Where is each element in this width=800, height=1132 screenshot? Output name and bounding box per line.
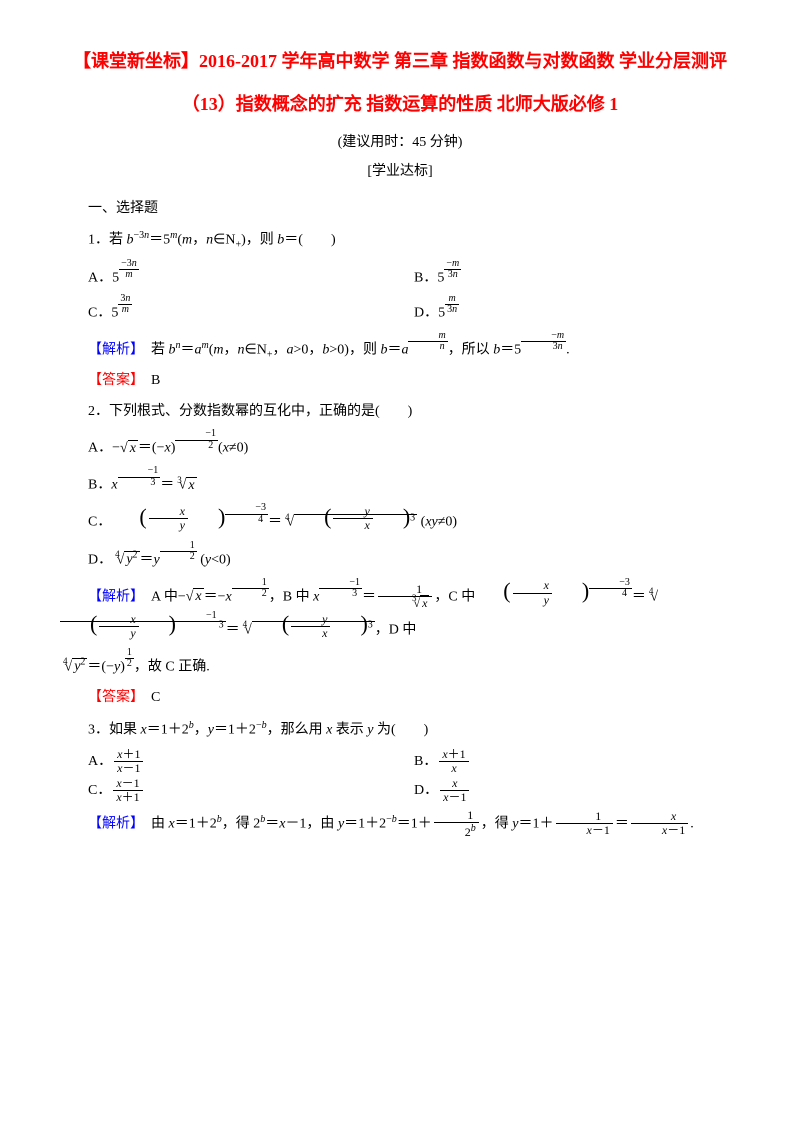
q1-choice-a: A．5−3nm — [88, 259, 414, 292]
q1-answer: 【答案】 B — [60, 368, 740, 395]
q3-choice-a: A．x＋1x－1 — [88, 748, 414, 776]
q2-choice-b: B．x−13＝3√x — [60, 466, 740, 499]
q2-analysis: 【解析】 A 中−√x＝−x12，B 中 x−13＝13√x，C 中(xy)−3… — [60, 578, 740, 644]
q2-choice-c: C．(xy)−34＝4√(yx)3 (xy≠0) — [60, 503, 740, 536]
q3-analysis: 【解析】 由 x＝1＋2b，得 2b＝x－1，由 y＝1＋2−b＝1＋12b，得… — [60, 809, 740, 839]
q3-choice-d: D．xx－1 — [414, 777, 740, 805]
q1-prefix: 1．若 — [88, 233, 127, 248]
q1-analysis: 【解析】 若 bn＝am(m，n∈N+，a>0，b>0)，则 b＝amn，所以 … — [60, 331, 740, 364]
q1-choice-b: B．5−m3n — [414, 259, 740, 292]
q2-answer: 【答案】 C — [60, 685, 740, 712]
q3-choices-row1: A．x＋1x－1 B．x＋1x — [88, 748, 740, 776]
q3-choice-b: B．x＋1x — [414, 748, 740, 776]
q3-stem: 3．如果 x＝1＋2b，y＝1＋2−b，那么用 x 表示 y 为( ) — [60, 716, 740, 744]
q1-stem: 1．若 b−3n＝5m(m，n∈N+)，则 b＝( ) — [60, 226, 740, 254]
q2-choice-a: A．−√x＝(−x)−12(x≠0) — [60, 429, 740, 462]
part-1-heading: 一、选择题 — [60, 196, 740, 223]
q3-prefix: 3．如果 — [88, 722, 141, 737]
analysis-label: 【解析】 — [88, 816, 137, 831]
time-hint: (建议用时：45 分钟) — [60, 130, 740, 157]
q2-analysis-cont: 4√y2＝(−y)12，故 C 正确. — [60, 648, 740, 681]
q2-choice-d: D．4√y2＝y12 (y<0) — [60, 541, 740, 574]
section-head: [学业达标] — [60, 159, 740, 186]
q2-stem: 2．下列根式、分数指数幂的互化中，正确的是( ) — [60, 399, 740, 426]
analysis-label: 【解析】 — [88, 342, 137, 357]
q3-choice-c: C．x－1x＋1 — [88, 777, 414, 805]
q1-choices-row2: C．53nm D．5m3n — [88, 294, 740, 327]
answer-label: 【答案】 — [88, 690, 137, 705]
q1-choice-c: C．53nm — [88, 294, 414, 327]
q1-answer-value: B — [151, 373, 160, 388]
analysis-label: 【解析】 — [88, 589, 137, 604]
q1-choice-d: D．5m3n — [414, 294, 740, 327]
document-title: 【课堂新坐标】2016-2017 学年高中数学 第三章 指数函数与对数函数 学业… — [60, 40, 740, 126]
q2-answer-value: C — [151, 690, 160, 705]
q1-suffix: ，则 b＝( ) — [246, 233, 336, 248]
answer-label: 【答案】 — [88, 373, 137, 388]
q1-choices-row1: A．5−3nm B．5−m3n — [88, 259, 740, 292]
q3-choices-row2: C．x－1x＋1 D．xx－1 — [88, 777, 740, 805]
